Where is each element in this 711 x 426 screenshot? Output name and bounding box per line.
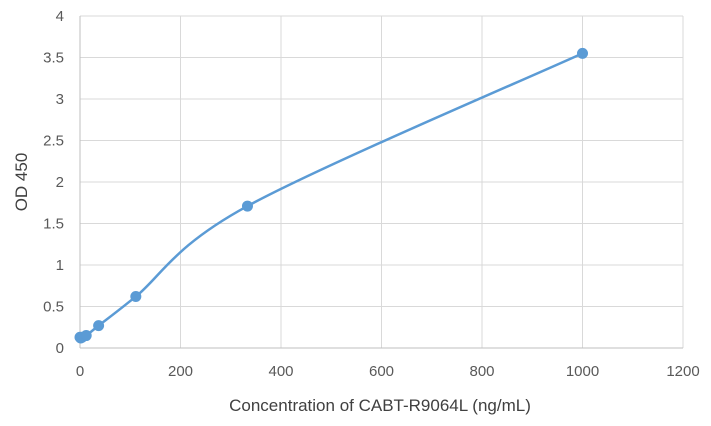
y-tick-label: 0.5 <box>43 299 64 316</box>
y-tick-label: 2.5 <box>43 133 64 150</box>
x-tick-label: 200 <box>168 363 193 380</box>
data-point <box>80 330 92 342</box>
series <box>74 47 588 344</box>
y-tick-label: 0 <box>56 340 64 357</box>
data-point <box>577 47 588 59</box>
x-tick-label: 1200 <box>666 363 699 380</box>
y-tick-label: 3 <box>56 91 64 108</box>
y-tick-label: 1.5 <box>43 216 64 233</box>
x-tick-label: 1000 <box>566 363 599 380</box>
y-tick-label: 1 <box>56 257 64 274</box>
axes <box>79 16 683 349</box>
data-point <box>130 291 142 303</box>
y-tick-label: 2 <box>56 174 64 191</box>
x-axis-title: Concentration of CABT-R9064L (ng/mL) <box>229 396 531 415</box>
y-tick-label: 3.5 <box>43 50 64 67</box>
data-point <box>241 200 253 212</box>
y-tick-label: 4 <box>56 8 64 25</box>
grid <box>80 15 684 348</box>
tick-labels: 0 200 400 600 800 1000 1200 0 0.5 1 1.5 2 2.5 3 3.5 4 <box>43 8 700 380</box>
series-line <box>78 52 584 340</box>
x-tick-label: 400 <box>268 363 293 380</box>
x-tick-label: 600 <box>369 363 394 380</box>
x-tick-label: 800 <box>469 363 494 380</box>
y-axis-title: OD 450 <box>12 153 31 212</box>
x-tick-label: 0 <box>76 363 84 380</box>
data-point <box>93 320 105 332</box>
